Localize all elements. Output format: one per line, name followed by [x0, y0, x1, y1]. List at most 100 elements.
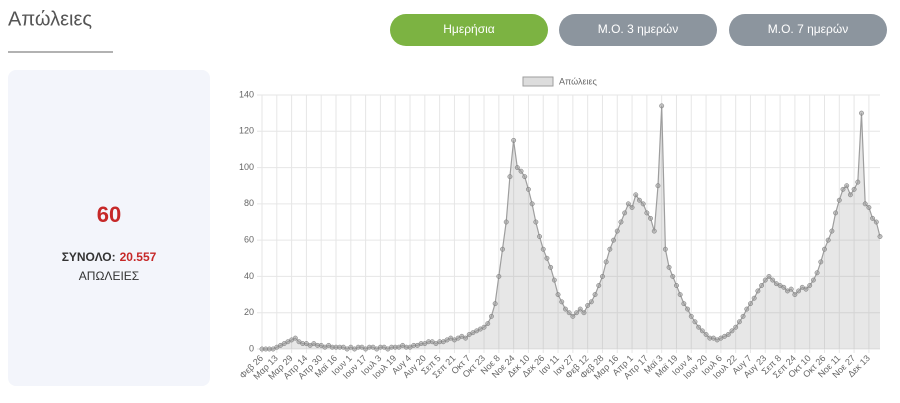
point	[485, 321, 491, 327]
point	[514, 165, 520, 171]
point	[873, 219, 879, 225]
point	[559, 299, 565, 305]
point	[666, 264, 672, 270]
point	[836, 197, 842, 203]
point	[766, 273, 772, 279]
point	[818, 259, 824, 265]
point	[522, 174, 528, 180]
point	[703, 332, 709, 337]
point	[825, 237, 831, 243]
point	[740, 313, 746, 319]
point	[814, 270, 820, 276]
tab-button-label[interactable]: Ημερήσια	[443, 22, 495, 36]
point	[644, 210, 650, 216]
latest-value: 60	[97, 202, 121, 227]
point	[607, 246, 613, 252]
point	[733, 324, 739, 330]
y-tick-label: 140	[239, 89, 254, 99]
total-label: ΣΥΝΟΛΟ:	[62, 250, 116, 264]
unit-label: ΑΠΩΛΕΙΕΣ	[79, 269, 139, 283]
point	[674, 283, 679, 288]
point	[551, 277, 557, 283]
y-tick-label: 100	[239, 162, 254, 172]
point	[463, 335, 468, 341]
point	[614, 228, 620, 234]
y-tick-label: 120	[239, 126, 254, 136]
point	[588, 299, 594, 305]
point	[518, 168, 524, 174]
point	[566, 310, 572, 316]
point	[533, 219, 539, 225]
point	[622, 210, 628, 216]
point	[692, 319, 698, 325]
tab-button-bg[interactable]	[729, 14, 887, 46]
tab-button[interactable]: Μ.Ο. 3 ημερών	[559, 14, 717, 46]
point	[755, 288, 761, 294]
total-value: 20.557	[120, 250, 157, 264]
point	[862, 201, 868, 207]
legend-label: Απώλειες	[559, 76, 597, 86]
point	[781, 284, 787, 290]
point	[562, 306, 568, 312]
point	[592, 292, 598, 298]
point	[577, 306, 583, 312]
point	[677, 292, 683, 298]
point	[762, 277, 768, 283]
point	[629, 205, 635, 210]
point	[292, 335, 298, 341]
point	[492, 301, 498, 307]
point	[844, 183, 850, 189]
point	[488, 313, 494, 319]
point	[537, 234, 542, 239]
point	[548, 264, 554, 270]
point	[603, 259, 609, 265]
point	[759, 283, 765, 288]
point	[659, 103, 665, 109]
point	[859, 110, 864, 116]
point	[751, 295, 757, 301]
summary-card	[8, 70, 210, 386]
point	[840, 186, 846, 192]
point	[829, 228, 835, 234]
point	[544, 255, 550, 261]
point	[807, 283, 813, 288]
point	[640, 201, 646, 207]
point	[581, 310, 587, 316]
tab-button-label[interactable]: Μ.Ο. 7 ημερών	[768, 22, 848, 36]
point	[681, 301, 687, 307]
point	[651, 228, 657, 234]
tab-button[interactable]: Μ.Ο. 7 ημερών	[729, 14, 887, 46]
point	[596, 283, 602, 288]
y-tick-label: 0	[249, 343, 254, 353]
legend-swatch	[522, 76, 554, 87]
tab-button-label[interactable]: Μ.Ο. 3 ημερών	[598, 22, 678, 36]
point	[662, 246, 668, 252]
point	[729, 328, 735, 334]
point	[725, 332, 731, 337]
point	[770, 277, 776, 283]
y-tick-label: 40	[244, 271, 254, 281]
y-tick-label: 60	[244, 235, 254, 245]
point	[648, 215, 654, 221]
point	[688, 313, 694, 319]
point	[736, 319, 742, 325]
tab-button-bg[interactable]	[559, 14, 717, 46]
point	[585, 303, 591, 308]
tab-button-bg[interactable]	[390, 14, 548, 46]
point	[822, 246, 827, 252]
point	[529, 201, 535, 207]
point	[503, 219, 509, 225]
point	[744, 306, 750, 312]
point	[870, 215, 876, 221]
y-tick-label: 80	[244, 198, 254, 208]
point	[699, 328, 705, 334]
point	[810, 277, 816, 283]
y-tick-label: 20	[244, 307, 254, 317]
point	[600, 273, 605, 279]
point	[633, 192, 639, 198]
tab-button[interactable]: Ημερήσια	[390, 14, 548, 46]
button-group: Ημερήσια Μ.Ο. 3 ημερών Μ.Ο. 7 ημερών	[390, 14, 887, 46]
point	[855, 179, 861, 185]
point	[507, 174, 513, 180]
point	[851, 186, 857, 192]
